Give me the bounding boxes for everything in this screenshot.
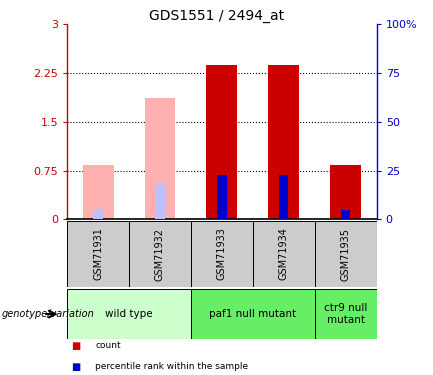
Text: ctr9 null
mutant: ctr9 null mutant <box>324 303 368 325</box>
Bar <box>341 210 350 219</box>
Bar <box>67 289 191 339</box>
Bar <box>94 210 103 219</box>
Bar <box>268 65 299 219</box>
Bar <box>191 221 253 287</box>
Text: ■: ■ <box>71 341 81 351</box>
Text: count: count <box>95 341 121 350</box>
Text: percentile rank within the sample: percentile rank within the sample <box>95 362 249 371</box>
Bar <box>315 289 377 339</box>
Bar <box>330 165 361 219</box>
Bar <box>279 175 288 219</box>
Bar <box>207 64 237 219</box>
Text: ■: ■ <box>71 362 81 372</box>
Bar <box>129 221 191 287</box>
Bar <box>67 221 129 287</box>
Text: GSM71932: GSM71932 <box>155 228 165 280</box>
Text: GSM71935: GSM71935 <box>341 228 351 280</box>
Text: GDS1551 / 2494_at: GDS1551 / 2494_at <box>149 9 284 23</box>
Bar <box>217 175 226 219</box>
Text: genotype/variation: genotype/variation <box>2 309 95 319</box>
Text: paf1 null mutant: paf1 null mutant <box>209 309 297 319</box>
Text: GSM71931: GSM71931 <box>93 228 103 280</box>
Bar <box>145 98 175 219</box>
Text: GSM71933: GSM71933 <box>217 228 227 280</box>
Text: wild type: wild type <box>105 309 153 319</box>
Bar <box>83 165 113 219</box>
Bar <box>191 289 315 339</box>
Bar <box>155 184 165 219</box>
Bar <box>315 221 377 287</box>
Text: GSM71934: GSM71934 <box>279 228 289 280</box>
Bar <box>253 221 315 287</box>
